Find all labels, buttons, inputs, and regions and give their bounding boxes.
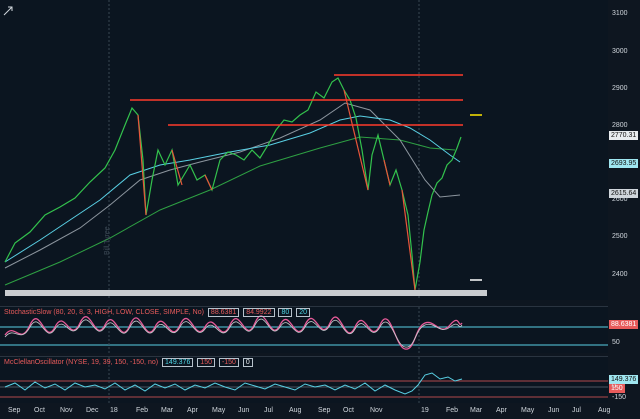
y-tick: 2500	[612, 233, 628, 240]
mcclellan-line	[4, 372, 463, 395]
mcclellan-bottom-tick: -150	[612, 394, 627, 401]
x-label: 18	[110, 407, 118, 414]
stochastic-value-2: 84.9922	[243, 308, 275, 317]
x-label: Feb	[446, 407, 459, 414]
y-tick: 3000	[612, 48, 628, 55]
y-tick: 3100	[612, 10, 628, 17]
stochastic-value-4: 20	[296, 308, 310, 317]
stochastic-title: StochasticSlow (80, 20, 8, 3, HIGH, LOW,…	[4, 309, 204, 316]
x-label: Mar	[470, 407, 483, 414]
price-down-segments	[137, 89, 416, 291]
x-label: Nov	[370, 407, 383, 414]
x-label: Jun	[238, 407, 250, 414]
y-tick: 2600	[612, 196, 628, 203]
x-label: Aug	[289, 407, 302, 414]
x-label: May	[521, 407, 535, 414]
x-label: Sep	[8, 407, 21, 414]
stochastic-header: StochasticSlow (80, 20, 8, 3, HIGH, LOW,…	[4, 308, 312, 317]
long-term-ma-green	[4, 136, 456, 286]
mcclellan-value-4: 0	[242, 358, 253, 367]
stoch-k-line	[4, 315, 463, 350]
mcclellan-value-3: -150	[218, 358, 239, 367]
ma-gray-line	[4, 102, 461, 269]
x-label: May	[212, 407, 226, 414]
mcclellan-value-1: 149.376	[162, 358, 194, 367]
mcclellan-header: McClellanOscillator (NYSE, 19, 39, 150, …	[4, 358, 255, 367]
price-line	[4, 77, 462, 291]
x-label: Oct	[34, 407, 45, 414]
x-label: Apr	[496, 407, 507, 414]
last-price-badge: 2770.31	[609, 131, 639, 140]
x-label: Nov	[60, 407, 73, 414]
x-label: Mar	[161, 407, 174, 414]
stoch-d-line	[4, 318, 463, 348]
price-chart-svg	[4, 0, 487, 300]
x-label: Jul	[572, 407, 581, 414]
x-label: Oct	[343, 407, 354, 414]
y-tick: 2900	[612, 85, 628, 92]
watermark: Bill Tyree	[104, 226, 111, 255]
mcclellan-panel[interactable]: McClellanOscillator (NYSE, 19, 39, 150, …	[0, 356, 608, 403]
x-label: Feb	[136, 407, 149, 414]
mcclellan-badge-1: 149.376	[609, 375, 639, 384]
x-label: Dec	[86, 407, 99, 414]
y-tick: 2400	[612, 271, 628, 278]
stochastic-panel[interactable]: StochasticSlow (80, 20, 8, 3, HIGH, LOW,…	[0, 306, 608, 353]
x-label: Sep	[318, 407, 331, 414]
expand-icon[interactable]	[3, 3, 13, 16]
mcclellan-svg	[0, 357, 608, 403]
price-chart-panel[interactable]: Bill Tyree	[0, 0, 608, 300]
stochastic-y-tick: 50	[612, 339, 620, 346]
x-label: Aug	[598, 407, 611, 414]
ma-cyan-badge: 2693.95	[609, 159, 639, 168]
ma-gray-badge: 2615.64	[609, 189, 639, 198]
mcclellan-value-2: 150	[197, 358, 215, 367]
x-label: 19	[421, 407, 429, 414]
x-label: Jul	[264, 407, 273, 414]
stochastic-value-1: 88.6381	[207, 308, 240, 317]
mcclellan-title: McClellanOscillator (NYSE, 19, 39, 150, …	[4, 359, 159, 366]
stochastic-svg	[0, 307, 608, 353]
ma-cyan-line	[4, 115, 461, 263]
support-zone	[5, 290, 487, 296]
y-tick: 2800	[612, 122, 628, 129]
stochastic-value-3: 80	[278, 308, 293, 317]
stochastic-badge: 88.6381	[609, 320, 639, 329]
mcclellan-y-tick: 0	[612, 383, 616, 390]
x-label: Apr	[187, 407, 198, 414]
mcclellan-badge-2: 150	[609, 384, 625, 393]
x-label: Jun	[548, 407, 560, 414]
